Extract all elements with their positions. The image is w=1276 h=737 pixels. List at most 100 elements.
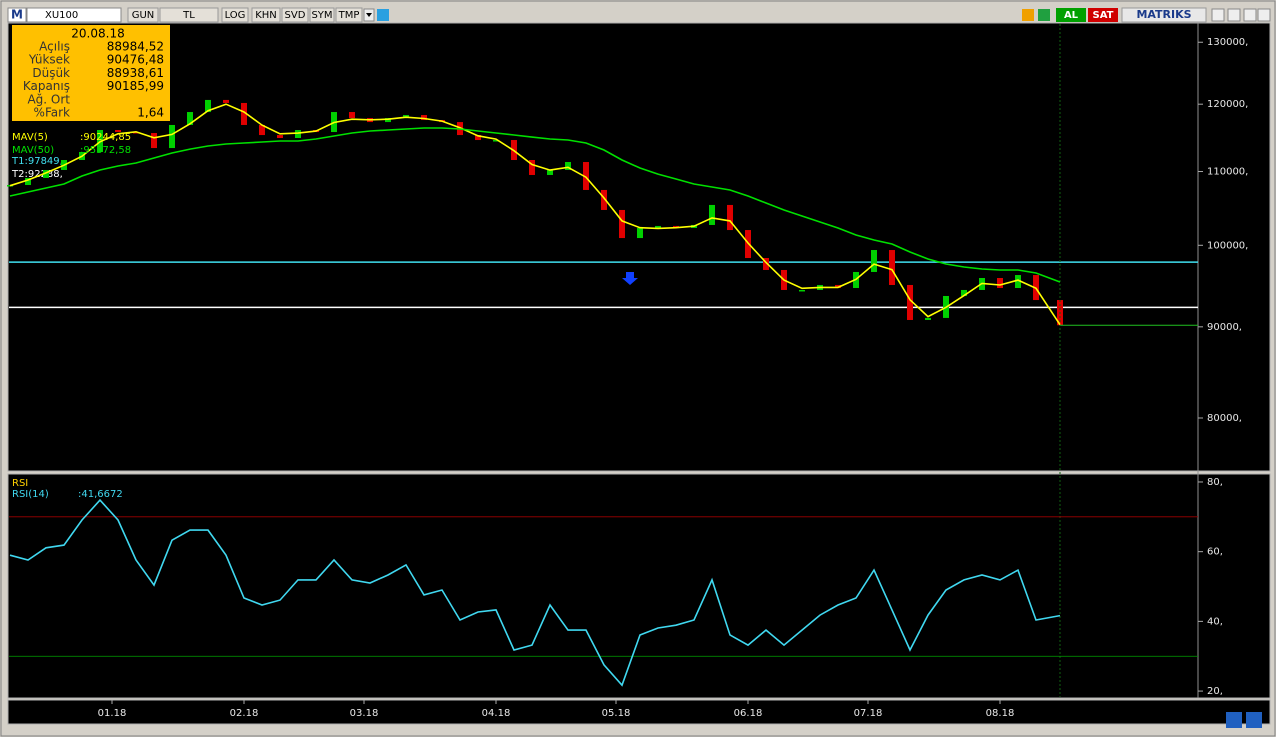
info-value: 1,64: [137, 106, 164, 120]
candle: [763, 258, 769, 270]
candle: [997, 278, 1003, 289]
candle: [115, 130, 121, 133]
date-axis: [7, 699, 1271, 725]
legend-name: MAV(5): [12, 132, 48, 143]
y-tick-label: 80000,: [1207, 413, 1242, 424]
candle: [565, 162, 571, 170]
x-tick-label: 01.18: [98, 708, 127, 719]
legend-name: MAV(50): [12, 145, 54, 156]
toolbar-button-label: LOG: [225, 10, 246, 21]
candle: [349, 112, 355, 119]
icon[interactable]: [1038, 9, 1050, 21]
legend-value: :95372,58: [80, 145, 131, 156]
logo: M: [11, 8, 23, 22]
candle: [601, 189, 607, 210]
candle: [529, 160, 535, 175]
x-tick-label: 02.18: [230, 708, 259, 719]
candle: [655, 225, 661, 228]
candle: [835, 284, 841, 289]
x-tick-label: 04.18: [482, 708, 511, 719]
y-tick-label: 60,: [1207, 547, 1223, 558]
logo-box[interactable]: [7, 7, 27, 23]
toolbar-button[interactable]: [281, 7, 309, 23]
level-label: T1:97849,: [11, 156, 63, 167]
toolbar-button[interactable]: [309, 7, 335, 23]
signal-arrow: [622, 272, 638, 285]
toolbar-button[interactable]: [251, 7, 281, 23]
rsi-panel: [7, 473, 1271, 699]
symbol-box[interactable]: [26, 7, 122, 23]
buy-label: AL: [1064, 10, 1079, 21]
series-line: [9, 103, 1061, 326]
brand: MATRIKS: [1136, 8, 1191, 21]
maximize[interactable]: [1243, 8, 1257, 22]
x-tick-label: 08.18: [986, 708, 1015, 719]
legend-value: :41,6672: [78, 489, 123, 500]
x-tick-label: 06.18: [734, 708, 763, 719]
info-label: Düşük: [32, 66, 70, 80]
candle: [907, 284, 913, 320]
candle: [223, 99, 229, 103]
info-value: 90185,99: [107, 79, 164, 93]
candle: [637, 227, 643, 239]
sell-label: SAT: [1093, 10, 1114, 21]
candle: [871, 250, 877, 272]
info-label: Ağ. Ort: [27, 92, 70, 106]
candle: [727, 204, 733, 231]
candle: [277, 135, 283, 138]
info-value: 88984,52: [107, 40, 164, 54]
candle: [7, 185, 13, 187]
series-line: [9, 127, 1061, 283]
info-label: Kapanış: [23, 79, 70, 93]
close[interactable]: [1257, 8, 1271, 22]
sell-button[interactable]: [1088, 8, 1118, 22]
candle: [259, 124, 265, 136]
candle: [187, 112, 193, 125]
candle: [169, 124, 175, 149]
x-tick-label: 03.18: [350, 708, 379, 719]
minimize[interactable]: [1211, 8, 1225, 22]
candle: [421, 115, 427, 121]
toolbar-button-label: TMP: [338, 10, 360, 21]
info-label: Açılış: [39, 40, 70, 54]
toolbar-button-label: SYM: [311, 10, 332, 21]
x-tick-label: 07.18: [854, 708, 883, 719]
toolbar-button[interactable]: [127, 7, 159, 23]
legend-value: :90244,85: [80, 132, 131, 143]
candle: [799, 289, 805, 292]
candle: [925, 317, 931, 320]
y-tick-label: 90000,: [1207, 322, 1242, 333]
share-icon[interactable]: [377, 9, 389, 21]
icon[interactable]: [1022, 9, 1034, 21]
scroll-icon[interactable]: [1246, 712, 1262, 728]
candle: [1015, 275, 1021, 289]
y-tick-label: 110000,: [1207, 167, 1248, 178]
candle: [295, 130, 301, 138]
y-tick-label: 20,: [1207, 686, 1223, 697]
candle: [43, 169, 49, 178]
candle: [493, 140, 499, 142]
toolbar-button-label: GUN: [132, 10, 155, 21]
info-label: Yüksek: [28, 53, 70, 67]
restore[interactable]: [1227, 8, 1241, 22]
scroll-icon[interactable]: [1226, 712, 1242, 728]
candle: [961, 289, 967, 296]
toolbar-button[interactable]: [221, 7, 249, 23]
candle: [547, 169, 553, 175]
panel-title: RSI: [12, 478, 28, 489]
level-label: T2:92288,: [11, 169, 63, 180]
buy-button[interactable]: [1056, 8, 1086, 22]
candle: [151, 133, 157, 149]
series-line: [9, 498, 1061, 687]
brand-box: [1121, 7, 1207, 23]
toolbar-button[interactable]: [335, 7, 363, 23]
info-label: %Fark: [34, 106, 70, 120]
info-value: 88938,61: [107, 66, 164, 80]
candle: [619, 209, 625, 239]
toolbar-button[interactable]: [159, 7, 219, 23]
price-panel: [7, 22, 1271, 472]
toolbar-button-label: SVD: [285, 10, 306, 21]
symbol: XU100: [45, 10, 78, 21]
